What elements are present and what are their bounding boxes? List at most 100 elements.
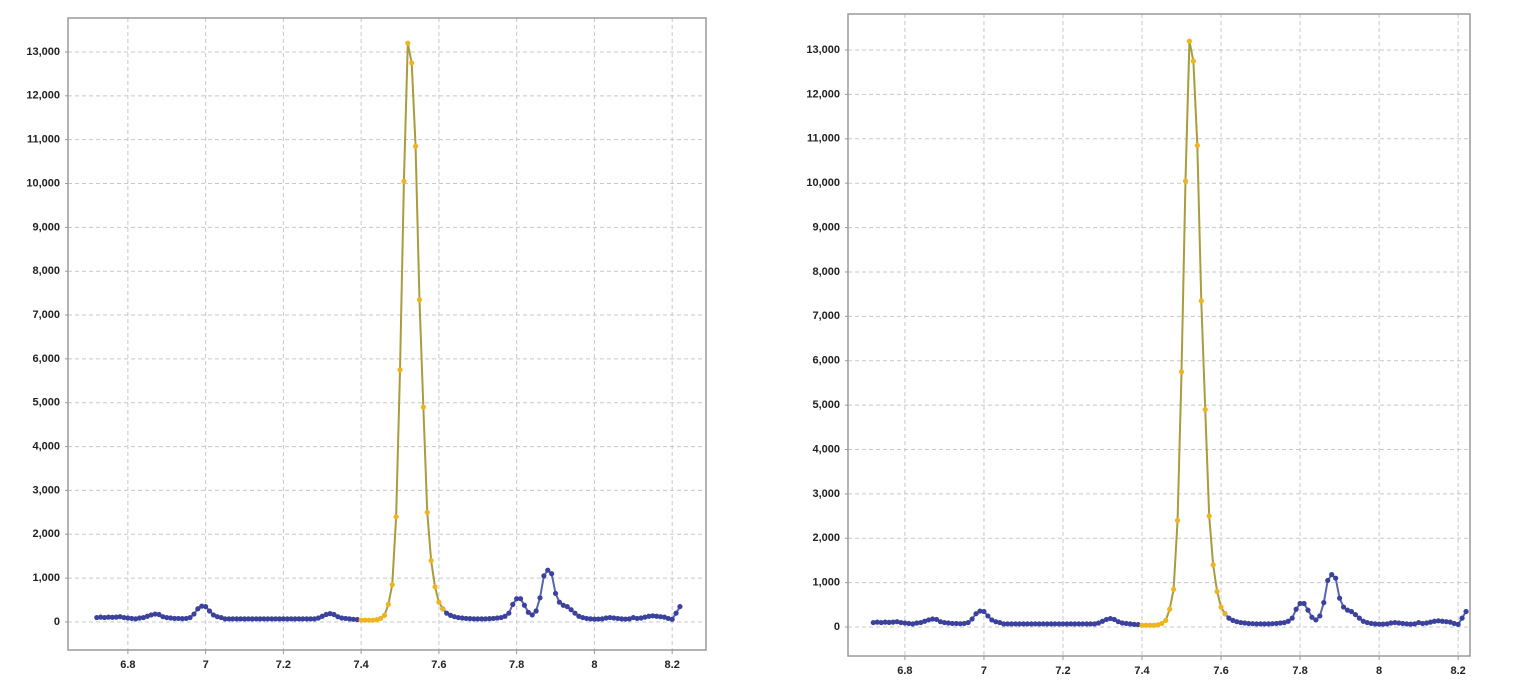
- data-point: [556, 599, 563, 605]
- data-point: [133, 616, 139, 622]
- data-point: [894, 619, 900, 625]
- data-point: [1352, 611, 1359, 618]
- data-point: [1131, 621, 1137, 627]
- data-point: [1376, 621, 1382, 627]
- y-tick-label: 2,000: [32, 528, 60, 540]
- y-tick-label: 8,000: [812, 266, 840, 278]
- data-point: [1329, 572, 1335, 578]
- data-point: [545, 567, 551, 573]
- data-point: [1230, 617, 1236, 623]
- data-point: [486, 616, 493, 622]
- data-point: [1186, 38, 1193, 44]
- data-point: [603, 615, 609, 621]
- data-point: [882, 619, 888, 625]
- data-point: [148, 612, 154, 618]
- data-point: [265, 616, 271, 622]
- data-point: [677, 603, 683, 610]
- data-point: [253, 616, 259, 622]
- data-point: [444, 610, 450, 616]
- data-point: [409, 60, 415, 66]
- data-point: [405, 40, 411, 46]
- data-point: [389, 582, 395, 588]
- data-point: [1254, 621, 1260, 627]
- data-point: [482, 616, 489, 622]
- y-tick-label: 11,000: [27, 134, 60, 146]
- data-point: [1020, 621, 1027, 627]
- x-tick-label: 6.8: [120, 659, 135, 671]
- data-point: [529, 612, 535, 618]
- data-point: [1103, 616, 1110, 623]
- data-point: [490, 615, 496, 622]
- data-point: [1443, 619, 1449, 625]
- data-point: [1427, 619, 1434, 625]
- data-point: [206, 608, 213, 614]
- data-point: [650, 613, 656, 619]
- y-tick-label: 10,000: [26, 177, 60, 189]
- x-tick-label: 7.8: [509, 659, 524, 671]
- data-point: [125, 615, 131, 621]
- data-point: [1380, 621, 1386, 627]
- data-point: [1396, 620, 1402, 626]
- data-point: [1435, 618, 1441, 624]
- data-point: [171, 615, 178, 622]
- data-point: [1099, 618, 1106, 624]
- data-point: [1439, 618, 1445, 624]
- y-tick-label: 11,000: [807, 133, 840, 145]
- data-point: [420, 404, 426, 410]
- data-point: [440, 606, 446, 612]
- y-tick-label: 8,000: [32, 265, 60, 277]
- data-point: [1250, 621, 1256, 627]
- data-point: [199, 603, 205, 609]
- data-point: [1277, 620, 1283, 626]
- data-point: [1155, 622, 1161, 628]
- data-point: [1305, 607, 1311, 613]
- chart: 0 1,000 2,000 3,000 4,000 5,000 6,000 7,000 8,00…: [806, 13, 1471, 677]
- data-point: [922, 618, 928, 624]
- data-point: [657, 614, 664, 620]
- data-point: [634, 615, 640, 622]
- data-point: [370, 617, 376, 623]
- data-point: [969, 616, 975, 622]
- data-point: [1238, 619, 1244, 626]
- data-point: [94, 614, 100, 621]
- data-point: [874, 619, 880, 625]
- data-point: [1012, 621, 1019, 627]
- data-point: [654, 613, 660, 619]
- data-point: [129, 615, 135, 622]
- x-tick-label: 8: [1376, 665, 1382, 677]
- data-point: [401, 178, 407, 184]
- data-point: [1416, 619, 1422, 626]
- data-point: [101, 614, 108, 621]
- x-tick-label: 8.2: [665, 659, 680, 671]
- data-point: [533, 608, 539, 614]
- data-point: [937, 619, 944, 625]
- data-point: [1190, 58, 1196, 64]
- data-point: [1325, 577, 1331, 584]
- data-point: [584, 615, 590, 622]
- data-point: [591, 616, 598, 622]
- data-point: [502, 613, 508, 619]
- data-point: [385, 601, 391, 608]
- data-point: [136, 615, 143, 621]
- data-point: [1368, 620, 1374, 627]
- data-point: [1135, 621, 1141, 628]
- data-point: [156, 611, 162, 618]
- data-point: [164, 614, 170, 621]
- data-point: [1273, 620, 1279, 627]
- data-point: [945, 620, 951, 626]
- data-point: [1392, 619, 1398, 626]
- data-point: [1115, 619, 1121, 625]
- y-tick-label: 6,000: [32, 353, 60, 365]
- data-point: [1182, 178, 1189, 184]
- chart: 0 1,000 2,000 3,000 4,000 5,000 6,000 7,000 8,00…: [26, 17, 707, 671]
- data-point: [1151, 622, 1157, 628]
- data-point: [898, 619, 904, 626]
- data-point: [549, 571, 555, 577]
- data-point: [1317, 613, 1323, 619]
- data-point: [187, 614, 193, 621]
- data-point: [1001, 621, 1007, 627]
- data-point: [195, 606, 201, 612]
- x-tick-label: 7.6: [1213, 665, 1228, 677]
- data-point: [878, 619, 884, 626]
